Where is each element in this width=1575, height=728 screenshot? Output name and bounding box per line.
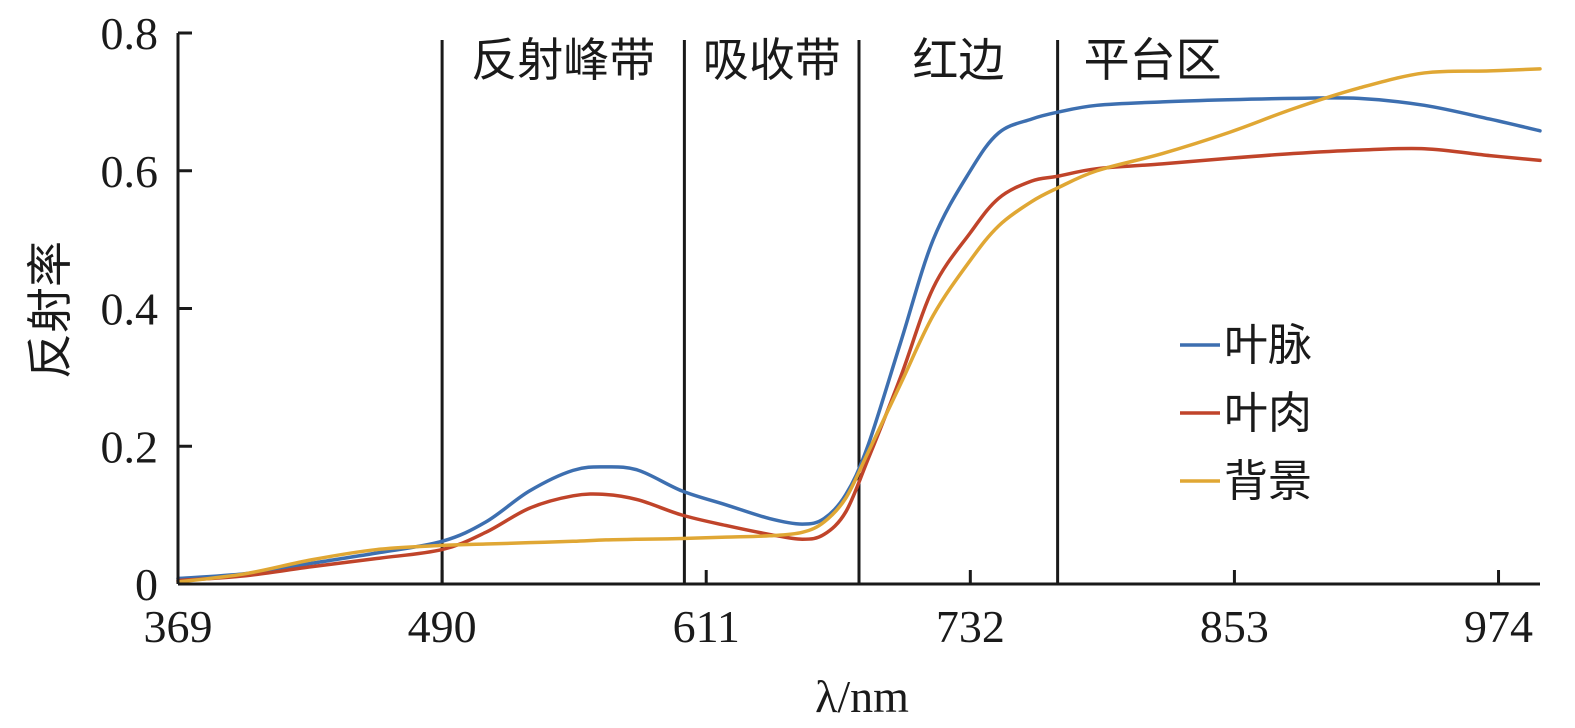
y-tick-label: 0 <box>135 559 158 610</box>
x-axis-title: λ/nm <box>815 671 909 722</box>
series-lines <box>176 67 1542 584</box>
y-tick-label: 0.6 <box>101 146 159 197</box>
region-label: 吸收带 <box>703 33 841 87</box>
x-tick-label: 974 <box>1464 601 1533 652</box>
y-axis-ticks: 0 0.2 0.4 0.6 0.8 <box>101 8 192 610</box>
x-axis-ticks: 369 490 611 732 853 974 <box>144 570 1533 652</box>
x-tick-label: 369 <box>144 601 213 652</box>
region-dividers <box>440 40 1060 584</box>
legend-label: 叶肉 <box>1224 388 1312 439</box>
x-tick-label: 490 <box>408 601 477 652</box>
region-label: 红边 <box>912 33 1004 87</box>
legend-label: 叶脉 <box>1224 320 1312 371</box>
legend-label: 背景 <box>1224 456 1312 507</box>
x-tick-label: 853 <box>1200 601 1269 652</box>
series-line-3 <box>176 67 1542 584</box>
y-tick-label: 0.2 <box>101 421 159 472</box>
y-tick-label: 0.4 <box>101 284 159 335</box>
region-labels: 反射峰带 吸收带 红边 平台区 <box>471 33 1221 87</box>
x-tick-label: 611 <box>673 601 740 652</box>
series-line-2 <box>176 146 1542 583</box>
y-tick-label: 0.8 <box>101 8 159 59</box>
x-tick-label: 732 <box>936 601 1005 652</box>
y-axis-title: 反射率 <box>25 241 76 379</box>
region-label: 反射峰带 <box>471 33 655 87</box>
region-label: 平台区 <box>1084 33 1222 87</box>
